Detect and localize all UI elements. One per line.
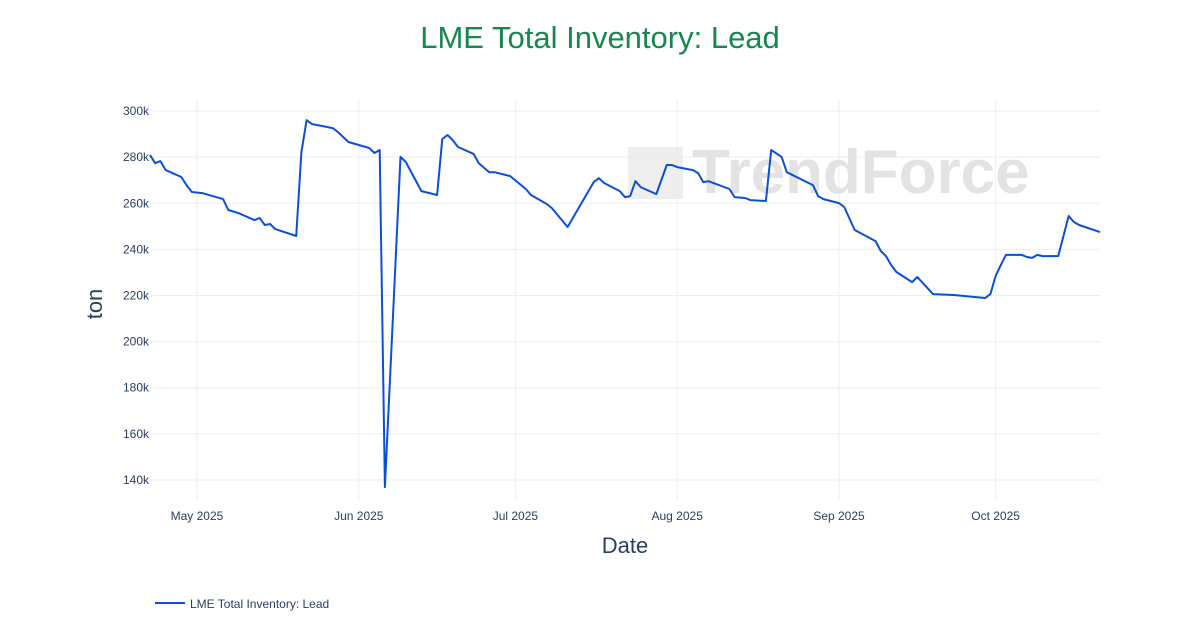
- x-axis-label: Date: [602, 533, 648, 558]
- y-tick-label: 160k: [123, 427, 150, 441]
- y-tick-label: 240k: [123, 242, 150, 256]
- grid: [150, 100, 1100, 500]
- x-tick-label: Sep 2025: [813, 509, 865, 523]
- watermark-logo-mark: [628, 147, 683, 199]
- y-tick-label: 220k: [123, 289, 150, 303]
- x-tick-label: Jun 2025: [334, 509, 384, 523]
- legend[interactable]: LME Total Inventory: Lead: [155, 597, 329, 611]
- chart-title: LME Total Inventory: Lead: [420, 20, 780, 55]
- series-points: [149, 119, 1101, 488]
- x-axis-ticks: May 2025 Jun 2025 Jul 2025 Aug 2025 Sep 2025…: [171, 509, 1021, 523]
- y-tick-label: 140k: [123, 473, 150, 487]
- y-tick-label: 200k: [123, 335, 150, 349]
- watermark-text: TrendForce: [692, 138, 1030, 207]
- x-tick-label: May 2025: [171, 509, 224, 523]
- x-tick-label: Aug 2025: [652, 509, 704, 523]
- x-tick-label: Oct 2025: [971, 509, 1020, 523]
- x-tick-label: Jul 2025: [493, 509, 539, 523]
- y-tick-label: 180k: [123, 381, 150, 395]
- y-axis-label: ton: [82, 289, 107, 320]
- y-axis-ticks: 140k 160k 180k 200k 220k 240k 260k 280k 300k: [123, 104, 150, 487]
- legend-label: LME Total Inventory: Lead: [190, 597, 329, 611]
- y-tick-label: 260k: [123, 196, 150, 210]
- watermark-logo: TrendForce: [628, 138, 1030, 207]
- y-tick-label: 300k: [123, 104, 150, 118]
- y-tick-label: 280k: [123, 150, 150, 164]
